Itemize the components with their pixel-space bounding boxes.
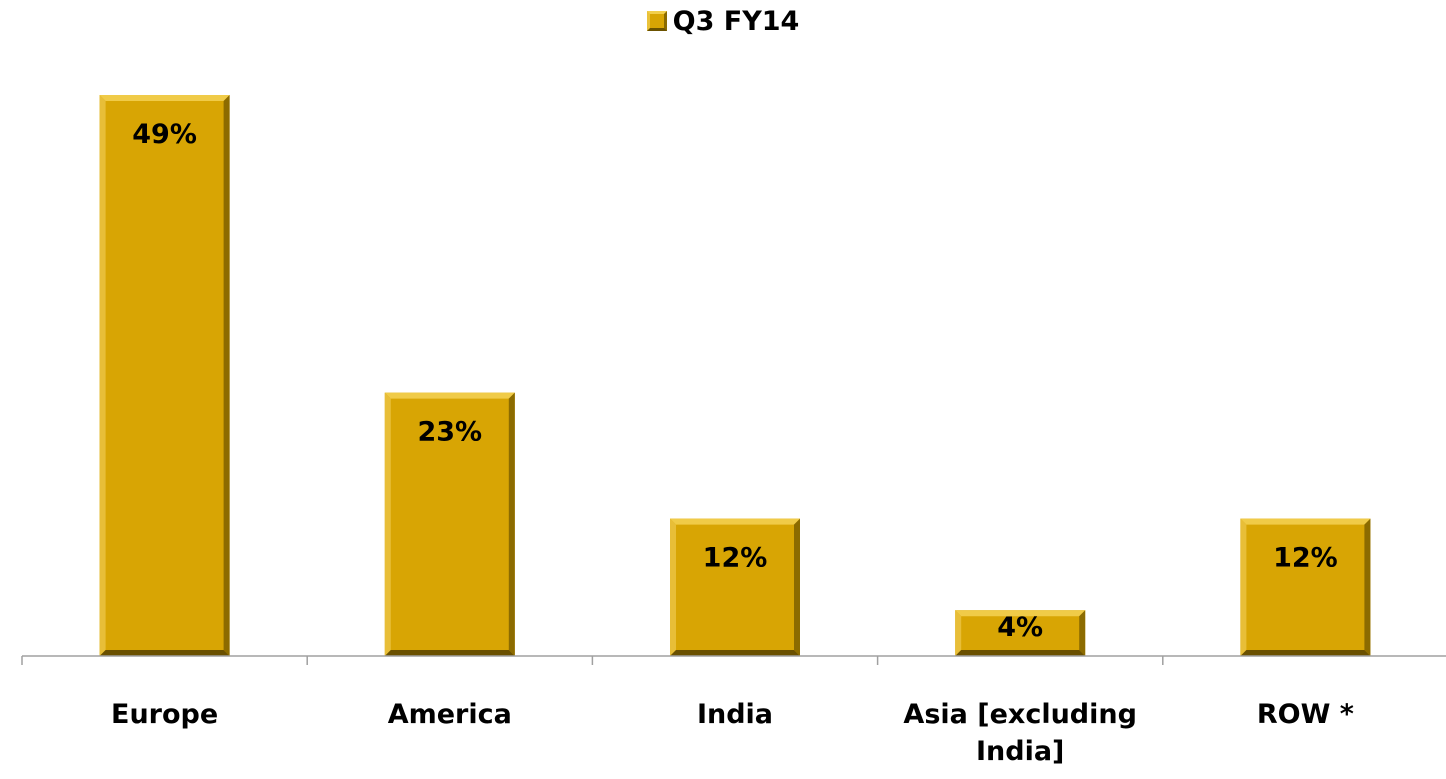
data-label: 4%	[997, 612, 1043, 643]
bar-face	[99, 95, 230, 656]
data-label: 49%	[132, 119, 197, 150]
bar	[99, 95, 230, 656]
bar-bevel-bottom	[1240, 650, 1371, 656]
bar-bevel-left	[99, 95, 106, 656]
data-label: 12%	[703, 543, 768, 574]
chart-legend: Q3 FY14	[0, 6, 1446, 37]
bar-bevel-top	[955, 610, 1086, 617]
bar	[1240, 518, 1371, 656]
bar-bevel-bottom	[384, 650, 515, 656]
bar-bevel-right	[794, 518, 800, 656]
legend-label: Q3 FY14	[672, 6, 800, 37]
bar-bevel-bottom	[670, 650, 800, 656]
category-label: India	[697, 699, 773, 730]
bar-face	[384, 392, 515, 656]
data-label: 23%	[417, 417, 482, 448]
bar-face	[1240, 518, 1371, 656]
bar-bevel-left	[1240, 518, 1247, 656]
category-label: ROW *	[1257, 699, 1354, 730]
bar-bevel-top	[1240, 518, 1371, 525]
bar-bevel-left	[384, 392, 391, 656]
bar	[670, 518, 800, 656]
bar-bevel-top	[99, 95, 230, 101]
category-label: Asia [excluding	[903, 699, 1137, 730]
bar-bevel-bottom	[955, 650, 1086, 656]
bar-bevel-right	[223, 95, 230, 656]
category-label: Europe	[111, 699, 218, 730]
bar-face	[670, 518, 800, 656]
bar-bevel-left	[670, 518, 676, 656]
bar-bevel-right	[1079, 610, 1086, 656]
bar	[955, 610, 1086, 656]
bar	[384, 392, 515, 656]
category-label: America	[388, 699, 512, 730]
bar-bevel-bottom	[99, 650, 230, 656]
data-label: 12%	[1273, 543, 1338, 574]
bar-face	[955, 610, 1086, 656]
bar-bevel-right	[508, 392, 515, 656]
bar-bevel-right	[1364, 518, 1371, 656]
category-label: India]	[976, 736, 1064, 767]
bar-bevel-top	[670, 518, 800, 525]
bar-bevel-top	[384, 392, 515, 399]
legend-swatch-icon	[646, 11, 667, 31]
bar-bevel-left	[955, 610, 962, 656]
